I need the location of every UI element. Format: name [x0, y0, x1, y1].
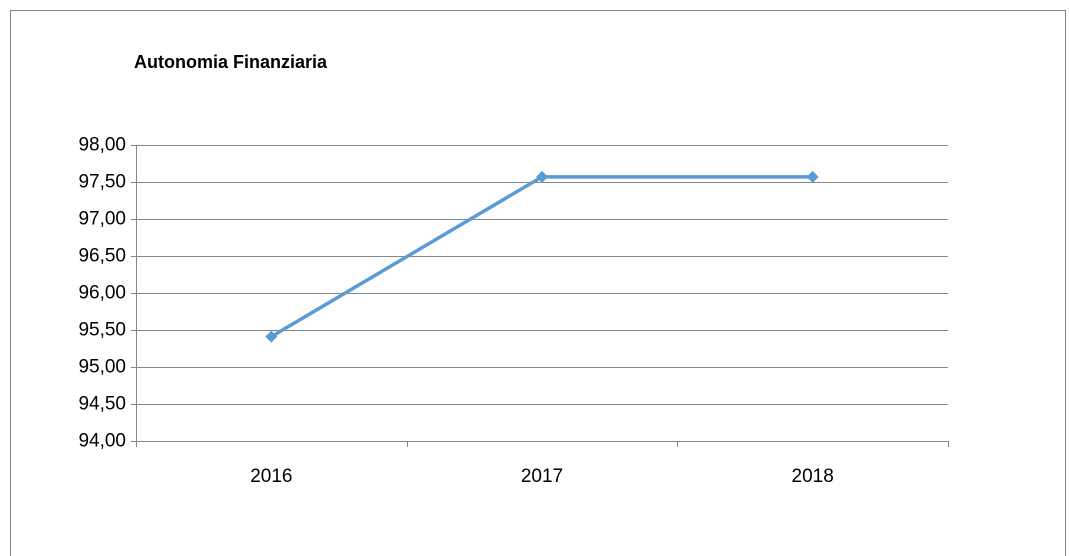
- data-point: [536, 170, 548, 183]
- y-tick-label: 94,50: [78, 394, 126, 415]
- x-tick-label: 2017: [521, 466, 563, 487]
- data-point: [265, 330, 278, 343]
- data-point: [806, 170, 819, 183]
- y-tick-label: 97,50: [78, 172, 126, 193]
- x-tick-label: 2018: [792, 466, 834, 487]
- y-tick-label: 98,00: [78, 135, 126, 156]
- y-tick-label: 95,50: [78, 320, 126, 341]
- y-tick-label: 94,00: [78, 431, 126, 452]
- y-tick-label: 97,00: [78, 209, 126, 230]
- y-tick-label: 96,50: [78, 246, 126, 267]
- chart-title: Autonomia Finanziaria: [134, 52, 328, 72]
- y-tick-label: 95,00: [78, 357, 126, 378]
- y-tick-label: 96,00: [78, 283, 126, 304]
- x-tick-label: 2016: [250, 466, 292, 487]
